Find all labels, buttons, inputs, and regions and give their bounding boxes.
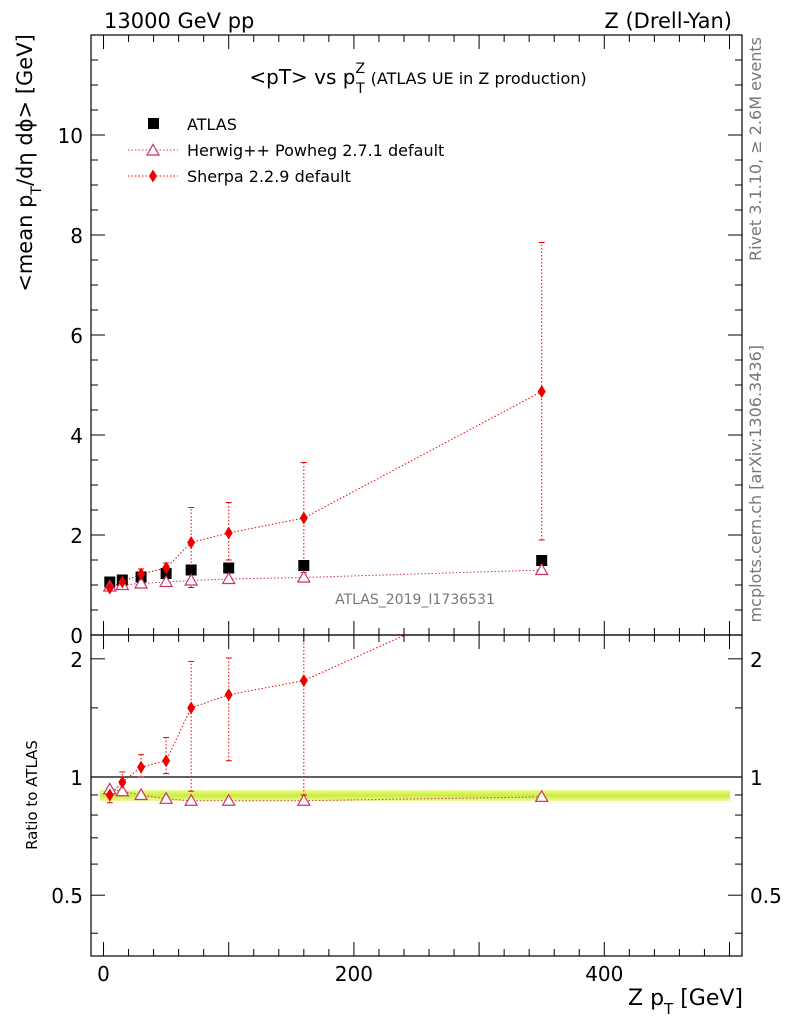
main-title: <pT> vs pZ T (ATLAS UE in Z production) <box>249 61 586 97</box>
herwig-point <box>184 573 199 586</box>
ratio-y-tick-label-right: 0.5 <box>750 884 782 908</box>
legend-marker-atlas <box>148 118 159 129</box>
mcplots-label: mcplots.cern.ch [arXiv:1306.3436] <box>746 345 765 622</box>
atlas-point <box>536 555 548 566</box>
main-y-tick-label: 6 <box>70 324 83 348</box>
sherpa-ratio-point <box>299 674 308 688</box>
herwig-ratio-point <box>221 793 236 806</box>
legend-marker-sherpa <box>149 169 157 183</box>
sherpa-point <box>105 581 114 595</box>
title-rest: (ATLAS UE in Z production) <box>371 69 587 88</box>
herwig-point <box>159 574 174 588</box>
herwig-point <box>534 562 549 576</box>
xlabel-pre: Z p <box>628 986 664 1011</box>
ratio-plot-area <box>91 635 742 806</box>
main-y-tick-label: 0 <box>70 624 83 648</box>
legend-label-herwig: Herwig++ Powheg 2.7.1 default <box>187 141 444 160</box>
sherpa-point <box>162 561 171 575</box>
ratio-y-tick-label-left: 1 <box>70 766 83 790</box>
sherpa-ratio-point <box>162 754 171 768</box>
sherpa-point <box>187 536 196 549</box>
herwig-point <box>221 571 236 585</box>
x-tick-label: 200 <box>335 962 373 986</box>
ratio-ylabel: Ratio to ATLAS <box>23 740 41 850</box>
sherpa-point <box>299 511 308 525</box>
herwig-ratio-point <box>184 793 199 806</box>
herwig-line <box>109 569 542 587</box>
sherpa-point <box>118 575 127 589</box>
herwig-ratio-point <box>115 784 130 797</box>
herwig-ratio-line <box>109 788 542 802</box>
title-sub: T <box>355 81 365 97</box>
sherpa-point <box>137 567 146 581</box>
herwig-ratio-point <box>296 793 311 806</box>
rivet-label: Rivet 3.1.10, ≥ 2.6M events <box>746 37 765 261</box>
main-y-tick-label: 8 <box>70 224 83 248</box>
legend-label-atlas: ATLAS <box>187 115 237 134</box>
ylabel-sub: T <box>29 186 45 196</box>
herwig-point <box>296 570 311 583</box>
sherpa-point <box>537 385 546 398</box>
ratio-uncertainty-band <box>100 790 730 801</box>
atlas-point <box>223 562 235 574</box>
atlas-point <box>185 564 197 576</box>
header-left: 13000 GeV pp <box>104 9 254 33</box>
herwig-point <box>134 576 149 589</box>
x-tick-label: 400 <box>585 962 623 986</box>
ratio-y-tick-label-left: 2 <box>70 648 83 672</box>
legend: ATLAS Herwig++ Powheg 2.7.1 default Sher… <box>128 115 444 186</box>
header-right: Z (Drell-Yan) <box>604 9 732 33</box>
main-ylabel: <mean pT/dη dϕ> [GeV] <box>13 34 45 292</box>
sherpa-point <box>224 526 233 540</box>
herwig-ratio-point <box>134 787 149 801</box>
sherpa-ratio-point <box>187 701 196 715</box>
sherpa-ratio-point <box>137 760 146 774</box>
analysis-watermark: ATLAS_2019_I1736531 <box>335 592 495 608</box>
herwig-ratio-point <box>159 791 174 804</box>
sherpa-ratio-point <box>118 775 127 789</box>
main-plot-area <box>102 242 549 595</box>
xlabel-sub: T <box>663 1000 674 1018</box>
ratio-y-tick-label-right: 1 <box>750 766 763 790</box>
legend-marker-herwig <box>145 143 161 156</box>
ratio-y-tick-label-left: 0.5 <box>51 884 83 908</box>
main-y-tick-label: 4 <box>70 424 83 448</box>
sherpa-ratio-line <box>109 635 407 796</box>
main-y-tick-label: 10 <box>58 124 83 148</box>
sherpa-ratio-point <box>105 788 114 802</box>
main-y-tick-label: 2 <box>70 524 83 548</box>
ratio-frame <box>90 634 743 957</box>
title-main: <pT> vs p <box>249 65 355 89</box>
ratio-y-tick-label-right: 2 <box>750 648 763 672</box>
ylabel-post: /dη dϕ> [GeV] <box>13 34 37 186</box>
ylabel-pre: <mean p <box>13 195 37 292</box>
legend-label-sherpa: Sherpa 2.2.9 default <box>187 167 351 186</box>
xlabel-post: [GeV] <box>673 986 743 1011</box>
herwig-ratio-point <box>534 789 549 802</box>
atlas-point <box>298 560 310 571</box>
sherpa-ratio-point <box>224 688 233 702</box>
title-sup: Z <box>355 61 365 77</box>
x-tick-label: 0 <box>97 962 110 986</box>
sherpa-line <box>109 391 542 589</box>
x-axis-label: Z pT [GeV] <box>628 986 743 1018</box>
